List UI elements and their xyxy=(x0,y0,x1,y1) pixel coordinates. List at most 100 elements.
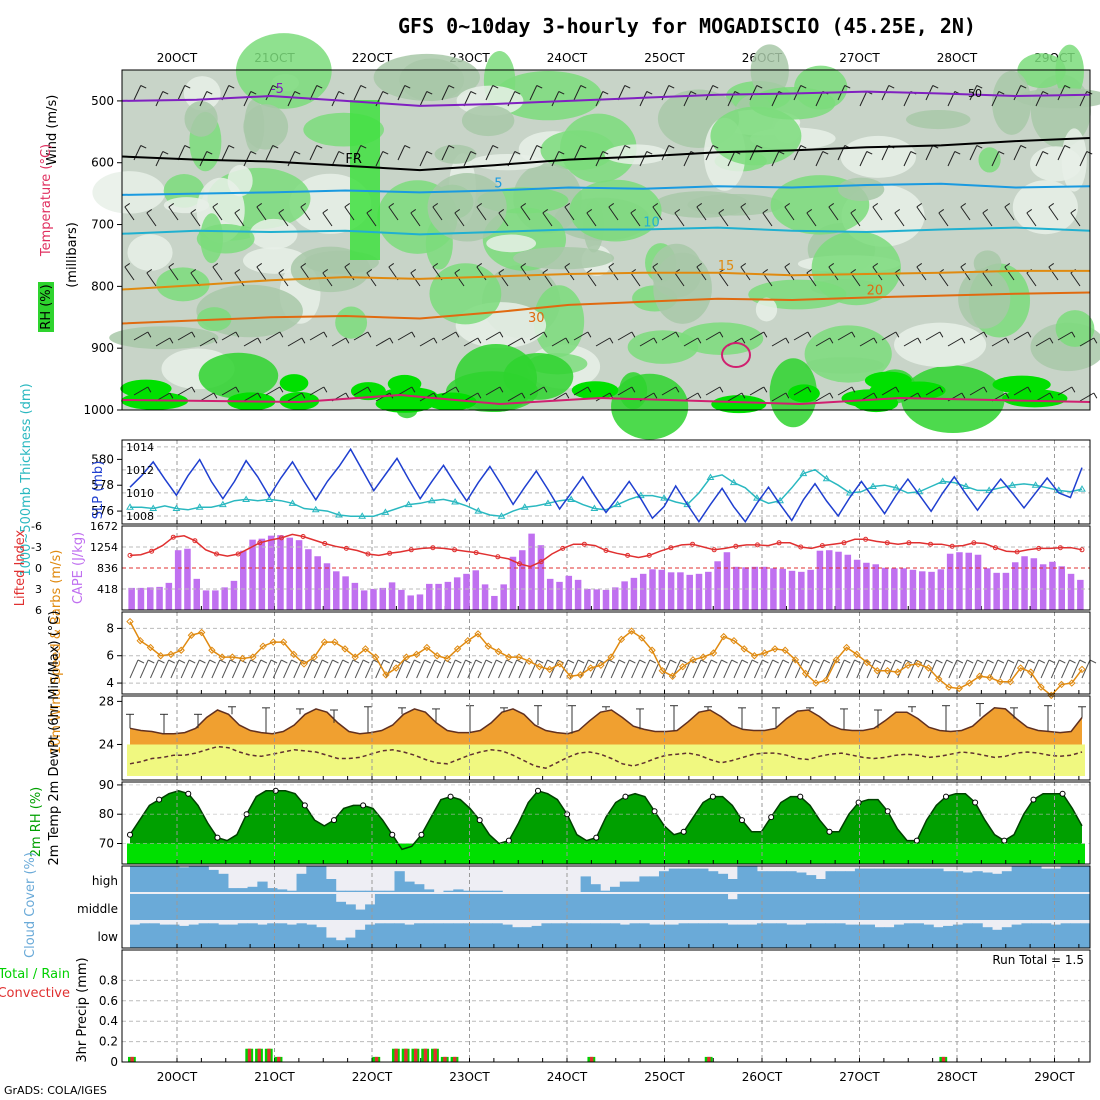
wind10m-barb xyxy=(846,659,856,679)
wind-barb xyxy=(1057,85,1066,101)
cape-bar xyxy=(705,571,712,610)
wind-barb-flag xyxy=(1020,145,1027,149)
cloud-bar xyxy=(1041,923,1052,948)
wind-barb xyxy=(903,337,919,347)
wind-barb xyxy=(630,212,641,227)
wind-barb-flag xyxy=(719,331,724,338)
wind-barb-flag xyxy=(235,386,240,393)
wind10m-barb-flag xyxy=(465,659,472,664)
cloud-bar xyxy=(610,923,621,948)
cloud-bar xyxy=(649,894,660,920)
wind10m-point xyxy=(1068,679,1076,687)
wind-barb-flag xyxy=(740,263,747,268)
wind-barb-flag xyxy=(828,203,835,208)
lifted-index-point xyxy=(516,561,522,567)
bottom-date-label: 22OCT xyxy=(352,1070,393,1084)
wind-barb-flag xyxy=(697,337,702,344)
wind10m-barb-flag xyxy=(782,659,790,664)
cloud-bar xyxy=(717,923,729,948)
thickness-line-point xyxy=(1031,481,1040,488)
slp-tick-label: 1008 xyxy=(126,510,154,523)
slp-tick-label: 1014 xyxy=(126,441,154,454)
wind-barb-flag xyxy=(168,263,175,268)
rh-blob-moist xyxy=(711,395,767,414)
wind-barb-flag xyxy=(146,209,153,214)
cloud-bar xyxy=(884,894,895,920)
li-tick-label: -6 xyxy=(31,520,42,533)
lifted-index-point xyxy=(1079,547,1085,553)
lifted-index-point xyxy=(538,559,544,565)
wind10m-point xyxy=(699,653,707,661)
wind-barb-flag xyxy=(895,331,900,338)
wind-barb-flag xyxy=(983,386,988,393)
cloud-bar xyxy=(972,871,983,892)
cape-bar xyxy=(658,569,666,610)
thickness-line-point xyxy=(729,478,738,486)
wind-barb-flag xyxy=(631,386,636,393)
isotherm-line xyxy=(121,182,1091,196)
wind-barb-flag xyxy=(191,386,196,393)
cloud-level-label: high xyxy=(92,874,118,888)
cloud-bar xyxy=(472,923,484,948)
cloud-bar xyxy=(365,890,376,892)
cloud-bar xyxy=(139,866,151,892)
wind-barb-flag xyxy=(213,337,218,344)
wind-barb-flag xyxy=(630,209,637,214)
wind-barb xyxy=(573,331,589,341)
wind10m-barb xyxy=(958,659,968,679)
wind10m-barb-flag xyxy=(250,659,257,664)
wind10m-point xyxy=(249,653,257,661)
cloud-bar xyxy=(561,923,572,948)
wind-barb xyxy=(960,206,971,221)
cape-bar xyxy=(956,552,963,610)
rh-blob xyxy=(1055,44,1084,99)
wind-barb xyxy=(696,206,707,221)
wind-barb xyxy=(542,212,553,227)
wind-barb-flag xyxy=(256,203,263,208)
wind-barb-flag xyxy=(894,209,901,214)
wind-barb xyxy=(221,145,230,161)
wind-barb xyxy=(221,386,237,396)
wind10m-barb xyxy=(242,659,252,679)
wind-barb xyxy=(177,331,193,341)
wind-barb-flag xyxy=(785,392,790,399)
wind-barb-flag xyxy=(344,203,351,208)
wind10m-point xyxy=(505,653,513,661)
lifted-index-point xyxy=(863,536,869,542)
wind-barb-flag xyxy=(367,331,372,338)
wind-barb-flag xyxy=(976,85,983,89)
cloud-bar xyxy=(159,894,170,920)
cloud-bar xyxy=(384,890,395,892)
cloud-bar xyxy=(276,894,288,920)
wind-barb xyxy=(872,206,883,221)
cloud-bar xyxy=(423,889,435,892)
wind-barb xyxy=(309,145,318,161)
wind-barb-flag xyxy=(565,337,570,344)
wind10m-point xyxy=(873,667,881,675)
cloud-bar xyxy=(286,924,298,948)
cloud-bar xyxy=(786,894,797,920)
thickness-slp-frame xyxy=(121,439,1091,525)
cloud-bar xyxy=(208,869,219,892)
wind10m-barb xyxy=(631,659,641,679)
precip-convective-bar xyxy=(433,1048,437,1062)
wind-barb-flag xyxy=(800,85,807,89)
isotherm-line xyxy=(121,226,1091,236)
wind10m-barb-flag xyxy=(424,659,431,664)
precip-convective-bar xyxy=(423,1048,428,1062)
cloud-bar xyxy=(384,894,395,920)
y-tick-label: 800 xyxy=(91,279,114,293)
cloud-bar xyxy=(169,866,180,892)
wind-barb xyxy=(718,212,729,227)
wind-barb-flag xyxy=(536,145,543,149)
wind10m-barb xyxy=(334,659,344,679)
wind-barb-flag xyxy=(521,337,526,344)
wind-barb xyxy=(551,91,560,107)
li-tick-label: 0 xyxy=(35,562,42,575)
cape-bar xyxy=(221,587,228,610)
wind-barb-flag xyxy=(272,145,279,149)
lifted-index-point xyxy=(733,543,739,549)
slp-tick-label: 1010 xyxy=(126,487,154,500)
wind10m-barb xyxy=(999,659,1009,679)
cloud-bar xyxy=(815,894,827,920)
